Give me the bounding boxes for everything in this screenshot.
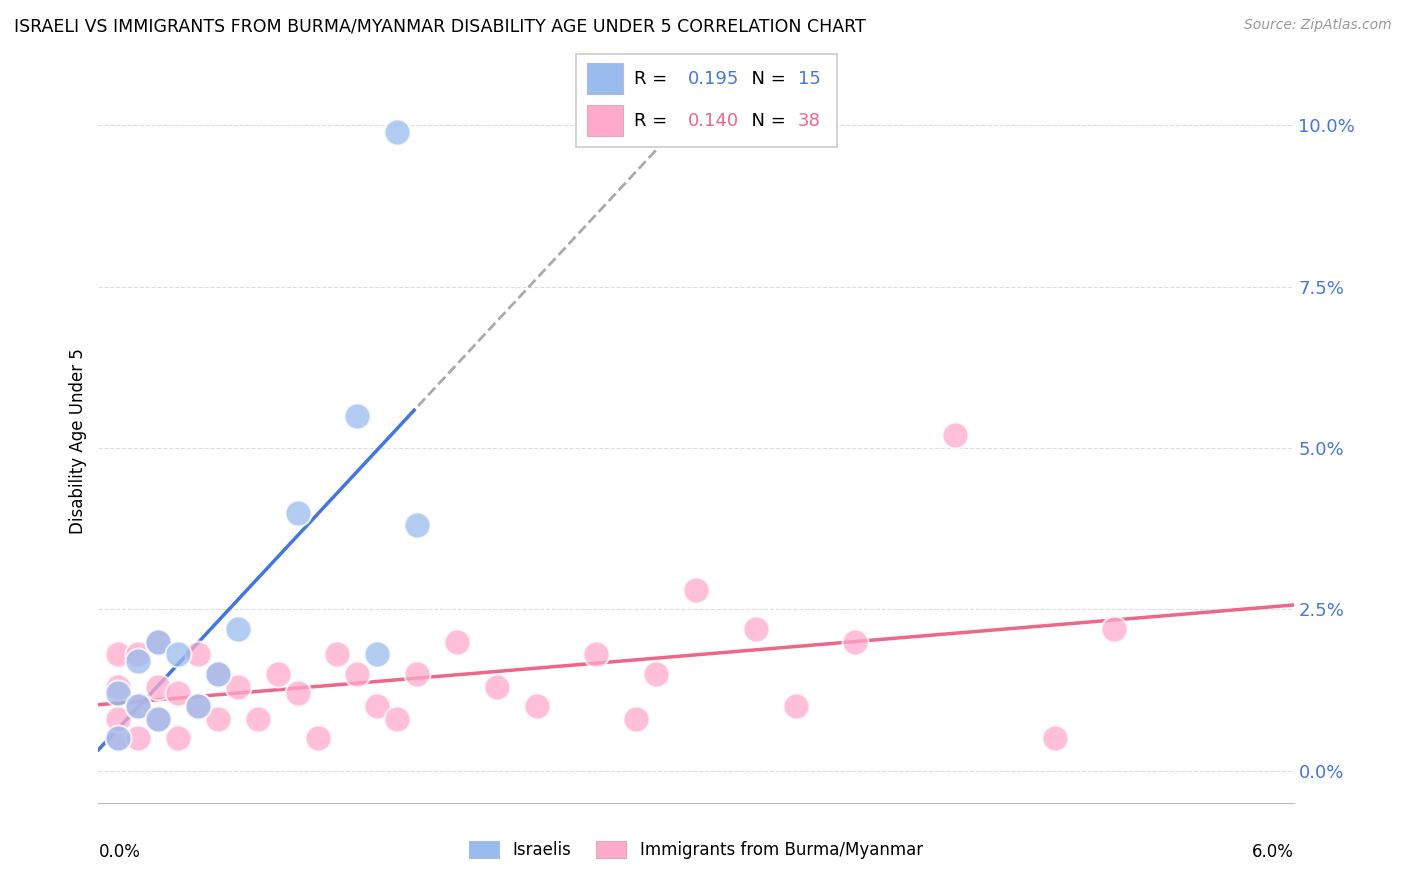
Text: 0.0%: 0.0% (98, 843, 141, 861)
Text: 15: 15 (797, 70, 821, 87)
Point (107, 686, 129, 700)
Point (943, 428, 966, 442)
Point (127, 699, 149, 714)
Text: R =: R = (634, 112, 672, 130)
Point (326, 648, 349, 662)
Point (346, 666, 368, 681)
Point (1104, 622, 1126, 636)
Point (685, 582, 707, 597)
Point (267, 666, 290, 681)
Text: ISRAELI VS IMMIGRANTS FROM BURMA/MYANMAR DISABILITY AGE UNDER 5 CORRELATION CHAR: ISRAELI VS IMMIGRANTS FROM BURMA/MYANMAR… (14, 18, 866, 36)
Point (526, 699, 548, 714)
Point (226, 622, 249, 636)
Text: 38: 38 (797, 112, 821, 130)
Point (107, 731, 129, 746)
Point (406, 518, 429, 533)
Point (246, 712, 269, 726)
Point (485, 680, 508, 694)
Point (585, 648, 607, 662)
Point (287, 506, 309, 520)
Point (167, 731, 190, 746)
Point (148, 712, 170, 726)
Text: N =: N = (741, 70, 792, 87)
Point (366, 648, 388, 662)
Text: 0.195: 0.195 (689, 70, 740, 87)
Point (127, 699, 149, 714)
Point (127, 648, 149, 662)
Point (187, 648, 209, 662)
Bar (586, 63, 623, 94)
Point (167, 686, 190, 700)
Point (167, 648, 190, 662)
Point (148, 680, 170, 694)
Point (626, 712, 648, 726)
Point (187, 699, 209, 714)
Point (148, 712, 170, 726)
Point (645, 666, 668, 681)
Point (107, 648, 129, 662)
Point (287, 686, 309, 700)
Point (207, 666, 229, 681)
Point (346, 409, 368, 423)
Point (785, 699, 807, 714)
Text: N =: N = (741, 112, 792, 130)
Point (107, 680, 129, 694)
Point (187, 699, 209, 714)
Point (148, 634, 170, 648)
Point (844, 634, 866, 648)
Point (107, 731, 129, 746)
Text: 6.0%: 6.0% (1251, 843, 1294, 861)
Legend: Israelis, Immigrants from Burma/Myanmar: Israelis, Immigrants from Burma/Myanmar (470, 841, 922, 860)
Point (1043, 731, 1066, 746)
Point (127, 731, 149, 746)
FancyBboxPatch shape (576, 54, 837, 147)
Bar (586, 105, 623, 136)
Point (148, 634, 170, 648)
Text: 0.140: 0.140 (689, 112, 740, 130)
Point (307, 731, 329, 746)
Point (385, 712, 409, 726)
Point (385, 125, 409, 139)
Point (406, 666, 429, 681)
Point (366, 699, 388, 714)
Point (745, 622, 768, 636)
Y-axis label: Disability Age Under 5: Disability Age Under 5 (69, 349, 87, 534)
Point (226, 680, 249, 694)
Text: R =: R = (634, 70, 672, 87)
Text: Source: ZipAtlas.com: Source: ZipAtlas.com (1244, 18, 1392, 32)
Point (107, 712, 129, 726)
Point (207, 712, 229, 726)
Point (207, 666, 229, 681)
Point (127, 654, 149, 668)
Point (446, 634, 468, 648)
